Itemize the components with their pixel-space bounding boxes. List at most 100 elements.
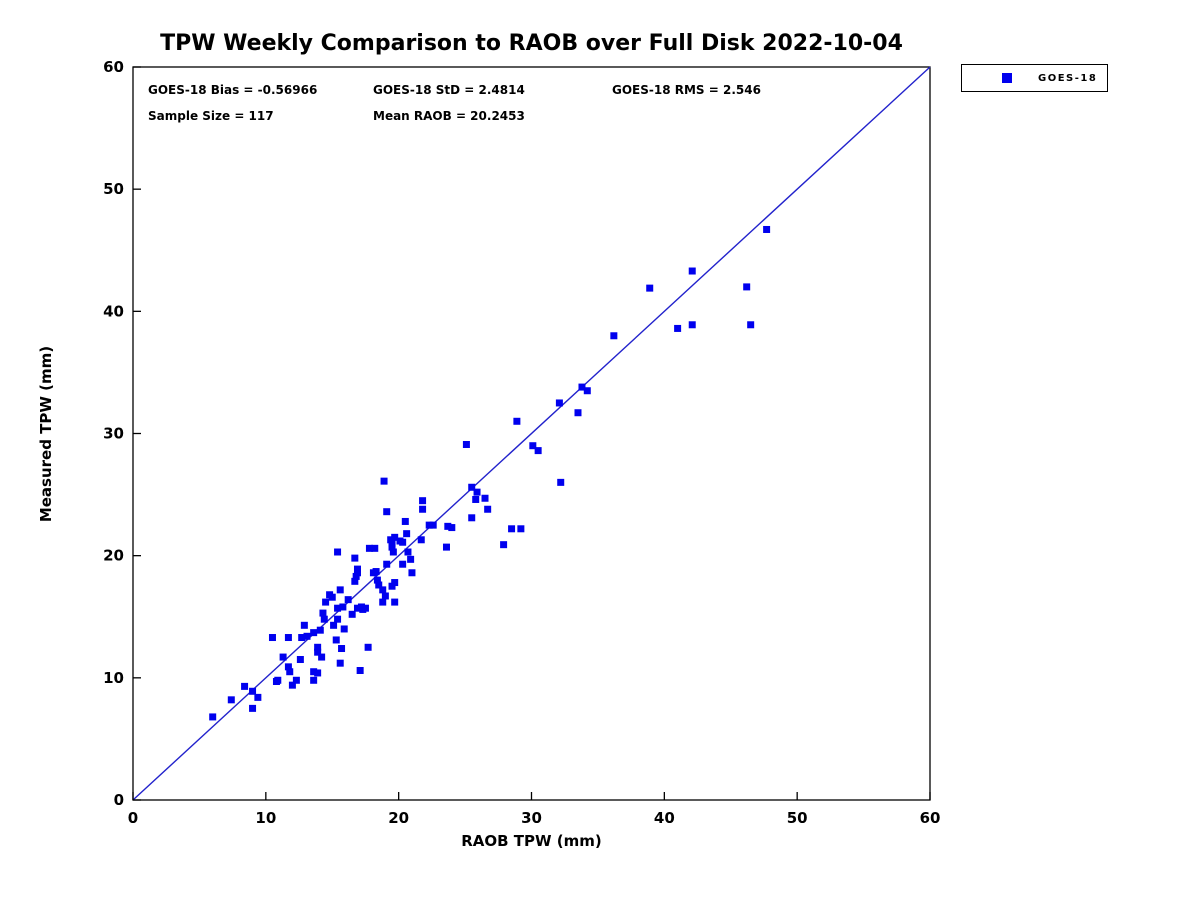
scatter-point bbox=[353, 604, 361, 612]
scatter-point bbox=[353, 569, 361, 577]
stat-sample-size: Sample Size = 117 bbox=[148, 109, 274, 123]
scatter-point bbox=[340, 625, 348, 633]
scatter-point bbox=[209, 713, 217, 721]
scatter-point bbox=[429, 521, 437, 529]
scatter-point bbox=[419, 505, 427, 513]
scatter-point bbox=[372, 568, 380, 576]
stat-rms: GOES-18 RMS = 2.546 bbox=[612, 83, 761, 97]
legend-label: GOES-18 bbox=[1038, 72, 1098, 84]
scatter-point bbox=[387, 536, 395, 544]
scatter-point bbox=[379, 598, 387, 606]
scatter-point bbox=[557, 478, 565, 486]
scatter-point bbox=[388, 539, 396, 547]
scatter-point bbox=[348, 610, 356, 618]
scatter-point bbox=[448, 524, 456, 532]
stat-std: GOES-18 StD = 2.4814 bbox=[373, 83, 525, 97]
scatter-point bbox=[310, 629, 318, 637]
scatter-point bbox=[288, 681, 296, 689]
x-axis-title: RAOB TPW (mm) bbox=[461, 832, 602, 850]
scatter-point bbox=[334, 604, 342, 612]
scatter-point bbox=[310, 668, 318, 676]
scatter-point bbox=[388, 543, 396, 551]
scatter-point bbox=[279, 653, 287, 661]
scatter-point bbox=[462, 440, 470, 448]
scatter-point bbox=[334, 615, 342, 623]
scatter-point bbox=[472, 495, 480, 503]
scatter-point bbox=[389, 548, 397, 556]
x-tick-label: 20 bbox=[388, 809, 409, 827]
scatter-point bbox=[517, 525, 525, 533]
scatter-point bbox=[508, 525, 516, 533]
scatter-point bbox=[555, 399, 563, 407]
scatter-point bbox=[332, 636, 340, 644]
identity-line bbox=[132, 66, 931, 801]
legend: GOES-18 bbox=[961, 64, 1108, 92]
scatter-point bbox=[298, 634, 306, 642]
scatter-point bbox=[338, 645, 346, 653]
scatter-point bbox=[300, 621, 308, 629]
scatter-point bbox=[419, 497, 427, 505]
x-tick-label: 0 bbox=[128, 809, 138, 827]
scatter-point bbox=[274, 676, 282, 684]
scatter-point bbox=[316, 626, 324, 634]
scatter-point bbox=[336, 586, 344, 594]
scatter-point bbox=[403, 530, 411, 538]
scatter-point bbox=[383, 560, 391, 568]
x-tick-label: 50 bbox=[787, 809, 808, 827]
scatter-point bbox=[388, 582, 396, 590]
scatter-point bbox=[747, 321, 755, 329]
scatter-point bbox=[391, 533, 399, 541]
scatter-point bbox=[373, 576, 381, 584]
scatter-point bbox=[318, 653, 326, 661]
scatter-point bbox=[319, 609, 327, 617]
scatter-point bbox=[481, 494, 489, 502]
y-tick-label: 40 bbox=[103, 302, 124, 320]
scatter-point bbox=[227, 696, 235, 704]
x-tick-label: 60 bbox=[920, 809, 941, 827]
scatter-point bbox=[381, 592, 389, 600]
stat-mean-raob: Mean RAOB = 20.2453 bbox=[373, 109, 525, 123]
scatter-point bbox=[380, 477, 388, 485]
scatter-point bbox=[314, 669, 322, 677]
scatter-point bbox=[249, 687, 257, 695]
scatter-point bbox=[688, 321, 696, 329]
legend-marker-icon bbox=[1002, 73, 1012, 83]
scatter-point bbox=[310, 676, 318, 684]
scatter-point bbox=[303, 632, 311, 640]
y-tick-label: 60 bbox=[103, 58, 124, 76]
scatter-point bbox=[444, 522, 452, 530]
y-tick-label: 50 bbox=[103, 180, 124, 198]
scatter-point bbox=[513, 417, 521, 425]
scatter-point bbox=[352, 572, 360, 580]
scatter-point bbox=[336, 659, 344, 667]
page-title: TPW Weekly Comparison to RAOB over Full … bbox=[160, 31, 903, 56]
scatter-point bbox=[743, 283, 751, 291]
scatter-point bbox=[353, 565, 361, 573]
scatter-point bbox=[529, 442, 537, 450]
scatter-point bbox=[292, 676, 300, 684]
scatter-point bbox=[249, 704, 257, 712]
scatter-point bbox=[284, 663, 292, 671]
scatter-point bbox=[610, 332, 618, 340]
scatter-point bbox=[334, 548, 342, 556]
x-tick-label: 40 bbox=[654, 809, 675, 827]
scatter-point bbox=[484, 505, 492, 513]
scatter-point bbox=[404, 548, 412, 556]
y-tick-label: 10 bbox=[103, 669, 124, 687]
scatter-point bbox=[330, 621, 338, 629]
scatter-point bbox=[391, 598, 399, 606]
scatter-point bbox=[646, 284, 654, 292]
scatter-point bbox=[344, 596, 352, 604]
scatter-point bbox=[763, 225, 771, 233]
scatter-point bbox=[328, 593, 336, 601]
scatter-point bbox=[468, 483, 476, 491]
scatter-point bbox=[284, 634, 292, 642]
scatter-point bbox=[399, 538, 407, 546]
scatter-point bbox=[468, 514, 476, 522]
y-tick-label: 20 bbox=[103, 547, 124, 565]
scatter-point bbox=[375, 581, 383, 589]
scatter-point bbox=[534, 447, 542, 455]
scatter-point bbox=[241, 682, 249, 690]
